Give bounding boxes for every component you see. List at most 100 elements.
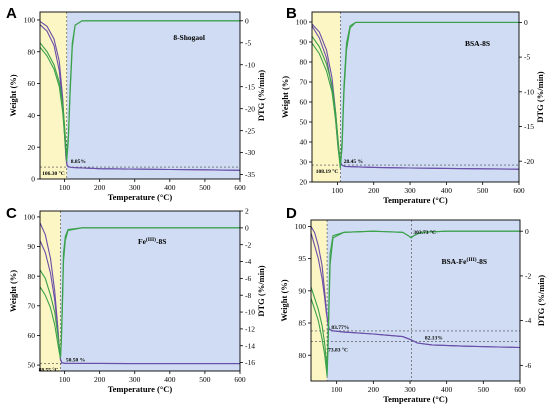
y-left-tick-label: 70 bbox=[300, 78, 308, 87]
y-right-tick-label: -16 bbox=[245, 358, 255, 367]
x-tick-label: 100 bbox=[331, 385, 343, 394]
y-left-tick-label: 90 bbox=[28, 242, 36, 251]
y-left-axis-title: Weight (%) bbox=[8, 270, 18, 312]
y-left-tick-label: 20 bbox=[300, 178, 308, 187]
y-left-tick-label: 80 bbox=[28, 272, 36, 281]
panel-a: 100 200 300 400 500 600 0 20 40 60 80 100 0 -5 -10 -15 -… bbox=[6, 5, 266, 202]
x-tick-label: 500 bbox=[478, 385, 490, 394]
weight-line-1 bbox=[40, 24, 240, 171]
y-left-tick-label: 85 bbox=[299, 319, 307, 328]
y-right-tick-label: -4 bbox=[245, 257, 251, 266]
plot-frame bbox=[310, 219, 521, 382]
y-left-tick-label: 80 bbox=[299, 351, 307, 360]
dtg-line-3 bbox=[312, 21, 519, 169]
x-tick-label: 400 bbox=[441, 186, 453, 195]
x-tick-label: 500 bbox=[199, 375, 211, 384]
y-right-tick-label: -15 bbox=[245, 82, 255, 91]
y-right-tick-label: 0 bbox=[525, 227, 529, 236]
dtg-line-3 bbox=[40, 20, 240, 162]
weight-line-1 bbox=[311, 232, 520, 349]
annotation-label: 108.19 °C bbox=[316, 168, 339, 175]
x-tick-label: 600 bbox=[513, 186, 525, 195]
annotation-label: 106.30 °C bbox=[42, 170, 65, 177]
x-tick-label: 100 bbox=[59, 183, 71, 192]
y-right-tick-label: -2 bbox=[245, 240, 251, 249]
y-right-tick-label: -10 bbox=[245, 60, 255, 69]
y-left-axis-title: Weight (%) bbox=[280, 76, 290, 118]
sample-label: BSA-Fe(III)-8S bbox=[441, 256, 487, 266]
y-left-axis-title: Weight (%) bbox=[279, 279, 289, 321]
x-tick-label: 200 bbox=[368, 186, 380, 195]
y-right-tick-label: -10 bbox=[524, 87, 534, 96]
y-left-tick-label: 80 bbox=[300, 58, 308, 67]
y-right-tick-label: -8 bbox=[245, 291, 251, 300]
y-right-axis-title: DTG (%/min) bbox=[535, 71, 545, 122]
y-left-tick-label: 100 bbox=[24, 16, 36, 25]
panel-d: 100 200 300 400 500 600 80 85 90 95 100 0 -2 -4 -6 Temp… bbox=[279, 205, 546, 404]
main-region-shade bbox=[60, 211, 241, 371]
y-left-tick-label: 70 bbox=[28, 301, 36, 310]
sample-label-suffix: -8S bbox=[156, 237, 166, 246]
y-left-tick-label: 100 bbox=[295, 222, 307, 231]
annotation-label: 82.13% bbox=[425, 336, 443, 342]
x-tick-label: 300 bbox=[129, 375, 141, 384]
y-left-tick-label: 50 bbox=[300, 118, 308, 127]
y-left-tick-label: 90 bbox=[300, 38, 308, 47]
y-right-tick-label: -2 bbox=[525, 272, 531, 281]
y-right-tick-label: 0 bbox=[524, 18, 528, 27]
y-left-tick-label: 60 bbox=[300, 98, 308, 107]
x-tick-label: 100 bbox=[332, 186, 344, 195]
annotation-label: 83.77% bbox=[331, 325, 349, 331]
y-right-axis-title: DTG (%/min) bbox=[256, 70, 266, 121]
y-left-tick-label: 0 bbox=[31, 175, 35, 184]
y-left-tick-label: 100 bbox=[296, 18, 308, 27]
y-left-tick-label: 30 bbox=[300, 158, 308, 167]
y-right-tick-label: -20 bbox=[245, 104, 255, 113]
y-left-tick-label: 40 bbox=[300, 138, 308, 147]
plot-frame bbox=[39, 11, 241, 180]
y-right-tick-label: -5 bbox=[524, 53, 530, 62]
y-right-tick-label: -6 bbox=[525, 361, 531, 370]
main-region-shade bbox=[66, 12, 240, 179]
weight-line-1 bbox=[40, 240, 240, 365]
x-tick-label: 200 bbox=[94, 183, 106, 192]
dtg-line-3 bbox=[311, 230, 520, 377]
initial-region-shade bbox=[312, 12, 341, 182]
y-right-axis-title: DTG (%/min) bbox=[536, 275, 546, 326]
main-region-shade bbox=[340, 12, 519, 182]
y-right-tick-label: -25 bbox=[245, 126, 255, 135]
y-right-tick-label: -10 bbox=[245, 308, 255, 317]
annotation-label: 8.85% bbox=[71, 159, 86, 165]
x-tick-label: 600 bbox=[234, 183, 246, 192]
x-tick-label: 200 bbox=[368, 385, 380, 394]
y-right-tick-label: -30 bbox=[245, 148, 255, 157]
panel-letter: A bbox=[6, 5, 17, 22]
x-tick-label: 400 bbox=[164, 375, 176, 384]
y-right-tick-label: -12 bbox=[245, 324, 255, 333]
initial-region-shade bbox=[311, 220, 328, 381]
x-tick-label: 300 bbox=[404, 385, 416, 394]
y-right-tick-label: -5 bbox=[245, 38, 251, 47]
y-right-tick-label: 2 bbox=[245, 207, 249, 216]
annotation-label: 88.55 °C bbox=[39, 367, 59, 374]
sample-label: Fe(III)-8S bbox=[138, 236, 166, 246]
sample-label: 8-Shogaol bbox=[173, 33, 205, 42]
y-right-tick-label: -20 bbox=[524, 157, 534, 166]
x-tick-label: 600 bbox=[234, 375, 246, 384]
sample-label-superscript: (III) bbox=[146, 236, 156, 243]
x-axis-title: Temperature (°C) bbox=[108, 384, 173, 394]
panel-b: 100 200 300 400 500 600 20 30 40 50 60 70 80 90 100 0 -5… bbox=[280, 5, 545, 205]
panel-letter: C bbox=[6, 205, 17, 222]
x-axis-title: Temperature (°C) bbox=[383, 394, 448, 404]
y-left-axis-title: Weight (%) bbox=[8, 74, 18, 116]
sample-label-base: BSA-Fe bbox=[441, 257, 467, 266]
y-left-tick-label: 40 bbox=[28, 111, 36, 120]
sample-label: BSA-8S bbox=[465, 39, 490, 48]
panel-c: 100 200 300 400 500 600 50 60 70 80 90 100 2 0 -2 -4 -6 -… bbox=[6, 205, 266, 394]
annotation-label: 303.73 °C bbox=[413, 229, 436, 236]
x-tick-label: 500 bbox=[477, 186, 489, 195]
y-right-tick-label: -14 bbox=[245, 341, 255, 350]
y-right-tick-label: -4 bbox=[525, 316, 531, 325]
dtg-line-3 bbox=[40, 227, 240, 359]
